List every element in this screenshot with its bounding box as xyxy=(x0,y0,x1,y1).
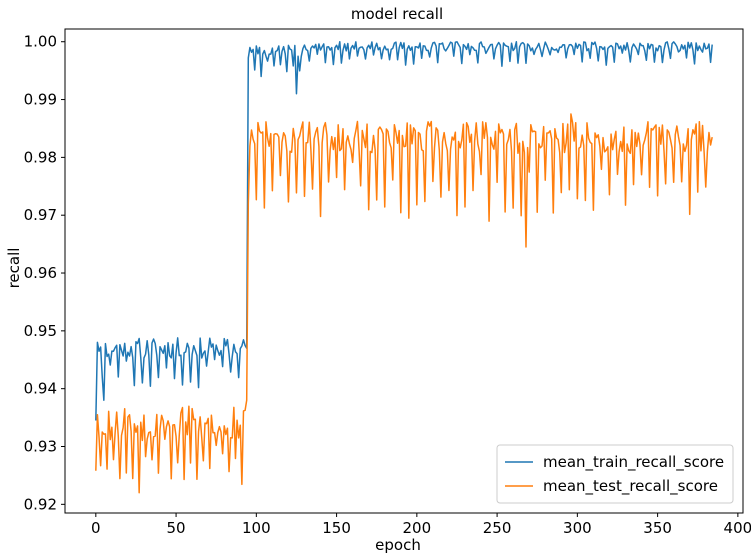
x-tick-label: 250 xyxy=(483,519,512,537)
plot-frame xyxy=(64,28,744,514)
x-tick-label: 0 xyxy=(91,519,101,537)
y-tick-label: 0.94 xyxy=(24,380,57,398)
x-tick-label: 200 xyxy=(403,519,432,537)
y-tick-label: 0.93 xyxy=(24,438,57,456)
chart-title: model recall xyxy=(351,5,443,23)
x-tick-label: 400 xyxy=(724,519,751,537)
x-tick-label: 100 xyxy=(242,519,271,537)
legend: mean_train_recall_score mean_test_recall_… xyxy=(496,444,734,504)
series-layer xyxy=(95,41,713,494)
legend-entry-label: mean_train_recall_score xyxy=(543,453,724,472)
x-tick-label: 300 xyxy=(563,519,592,537)
legend-entry-label: mean_test_recall_score xyxy=(543,477,718,496)
x-axis-label: epoch xyxy=(375,536,421,554)
x-axis-ticks: 0 50 100 150 200 250 300 350 400 xyxy=(91,513,751,537)
plot-area-border xyxy=(64,28,744,514)
y-tick-label: 0.92 xyxy=(24,495,57,513)
series-line-mean-test-recall-score xyxy=(95,113,713,494)
y-axis-label: recall xyxy=(5,248,23,289)
x-tick-label: 50 xyxy=(167,519,186,537)
y-tick-label: 0.95 xyxy=(24,322,57,340)
y-tick-label: 0.99 xyxy=(24,91,57,109)
y-tick-label: 0.97 xyxy=(24,206,57,224)
x-tick-label: 350 xyxy=(643,519,672,537)
legend-box xyxy=(496,444,734,504)
y-tick-label: 0.98 xyxy=(24,148,57,166)
series-line-mean-train-recall-score xyxy=(95,41,713,421)
y-tick-label: 1.00 xyxy=(24,33,57,51)
y-tick-label: 0.96 xyxy=(24,264,57,282)
y-axis-ticks: 0.92 0.93 0.94 0.95 0.96 0.97 0.98 0.99 1.00 xyxy=(24,33,65,513)
x-tick-label: 150 xyxy=(322,519,351,537)
